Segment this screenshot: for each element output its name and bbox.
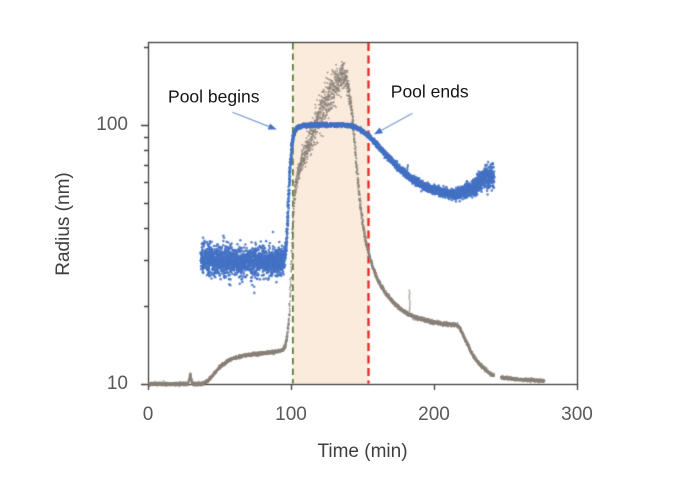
annotation-pool-begins: Pool begins — [168, 86, 260, 107]
x-axis-title: Time (min) — [317, 441, 408, 462]
x-tick-label-300: 300 — [561, 404, 593, 425]
y-axis-title: Radius (nm) — [53, 172, 74, 276]
x-tick-label-200: 200 — [418, 404, 450, 425]
annotation-pool-ends: Pool ends — [390, 81, 469, 102]
y-tick-label-100: 100 — [96, 113, 128, 135]
y-tick-label-10: 10 — [106, 373, 128, 394]
x-tick-label-0: 0 — [142, 404, 154, 425]
x-tick-label-100: 100 — [275, 404, 307, 425]
